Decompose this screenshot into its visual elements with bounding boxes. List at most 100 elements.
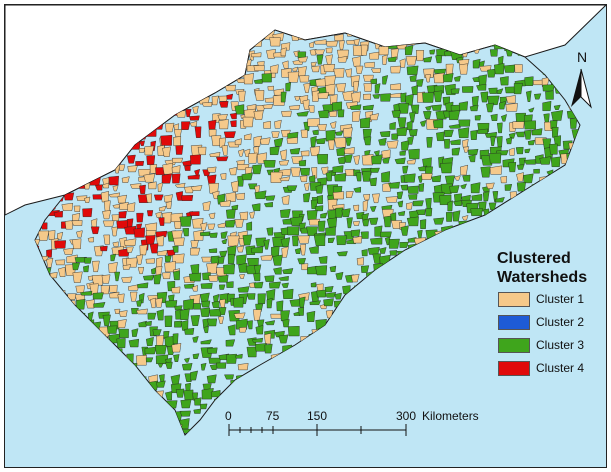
watershed-polygon <box>351 91 361 103</box>
watershed-polygon <box>341 208 351 218</box>
watershed-polygon <box>145 258 156 264</box>
watershed-polygon <box>292 66 298 72</box>
watershed-polygon <box>462 174 471 182</box>
watershed-polygon <box>118 248 130 257</box>
watershed-polygon <box>335 271 344 280</box>
watershed-polygon <box>157 182 164 192</box>
watershed-polygon <box>476 83 487 91</box>
watershed-polygon <box>534 93 542 100</box>
watershed-polygon <box>553 104 561 110</box>
watershed-polygon <box>241 172 253 181</box>
watershed-polygon <box>128 338 140 348</box>
watershed-polygon <box>251 203 261 212</box>
watershed-polygon <box>182 228 189 237</box>
watershed-polygon <box>533 168 540 174</box>
watershed-polygon <box>551 126 559 138</box>
watershed-polygon <box>433 72 445 84</box>
watershed-polygon <box>173 237 185 246</box>
legend-label: Cluster 2 <box>536 315 585 329</box>
watershed-polygon <box>402 165 409 174</box>
watershed-polygon <box>193 303 202 310</box>
watershed-polygon <box>263 120 271 129</box>
watershed-polygon <box>478 74 487 86</box>
watershed-polygon <box>183 357 190 363</box>
legend-title-line2: Watersheds <box>497 269 588 286</box>
watershed-polygon <box>463 146 470 153</box>
watershed-polygon <box>227 245 237 257</box>
watershed-polygon <box>90 226 100 235</box>
watershed-polygon <box>264 333 272 345</box>
watershed-polygon <box>374 83 381 94</box>
watershed-polygon <box>343 147 355 155</box>
watershed-polygon <box>181 195 194 201</box>
watershed-polygon <box>264 275 275 282</box>
watershed-polygon <box>83 265 90 273</box>
watershed-polygon <box>345 190 354 198</box>
watershed-polygon <box>500 176 507 184</box>
watershed-polygon <box>331 101 343 111</box>
watershed-polygon <box>310 282 317 288</box>
watershed-polygon <box>250 246 264 254</box>
watershed-polygon <box>489 152 502 164</box>
watershed-polygon <box>239 273 245 279</box>
watershed-polygon <box>336 235 348 246</box>
watershed-polygon <box>71 220 83 226</box>
watershed-polygon <box>325 40 338 47</box>
watershed-polygon <box>553 135 562 147</box>
watershed-polygon <box>199 231 211 237</box>
watershed-polygon <box>254 90 265 101</box>
watershed-polygon <box>389 238 400 249</box>
legend-title: Clustered Watersheds <box>497 249 606 287</box>
watershed-polygon <box>128 284 139 291</box>
watershed-polygon <box>165 201 172 209</box>
watershed-polygon <box>281 246 289 258</box>
watershed-polygon <box>445 212 453 222</box>
watershed-polygon <box>233 296 244 308</box>
watershed-polygon <box>226 281 234 288</box>
watershed-polygon <box>459 63 469 75</box>
watershed-polygon <box>313 234 326 246</box>
watershed-polygon <box>308 105 315 113</box>
watershed-polygon <box>489 49 498 57</box>
watershed-polygon <box>409 74 417 82</box>
watershed-polygon <box>221 238 228 244</box>
watershed-polygon <box>345 137 352 146</box>
watershed-polygon <box>524 76 534 86</box>
north-arrow-icon <box>571 68 592 109</box>
watershed-polygon <box>272 254 283 266</box>
watershed-polygon <box>144 320 152 326</box>
watershed-polygon <box>64 220 74 230</box>
watershed-polygon <box>367 246 380 255</box>
watershed-polygon <box>108 175 119 186</box>
watershed-polygon <box>114 308 121 314</box>
watershed-polygon <box>281 195 290 205</box>
watershed-polygon <box>253 78 264 84</box>
watershed-polygon <box>435 55 443 64</box>
watershed-polygon <box>35 239 41 245</box>
watershed-polygon <box>157 362 164 368</box>
watershed-polygon <box>163 194 173 203</box>
legend-swatch <box>498 314 530 330</box>
watershed-polygon <box>200 292 210 302</box>
watershed-polygon <box>118 328 129 338</box>
watershed-polygon <box>280 42 291 51</box>
watershed-polygon <box>499 76 509 86</box>
watershed-polygon <box>160 134 173 146</box>
watershed-polygon <box>528 107 535 113</box>
watershed-polygon <box>162 272 171 279</box>
watershed-polygon <box>233 312 246 319</box>
legend-label: Cluster 1 <box>536 292 585 306</box>
legend-title-line1: Clustered <box>497 250 571 267</box>
watershed-polygon <box>131 328 139 337</box>
scale-tick-75: 75 <box>266 409 280 423</box>
watershed-polygon <box>308 41 315 48</box>
watershed-polygon <box>92 292 104 300</box>
watershed-polygon <box>208 212 216 219</box>
watershed-polygon <box>359 117 371 129</box>
watershed-polygon <box>286 226 300 236</box>
watershed-polygon <box>324 292 337 298</box>
watershed-polygon <box>433 90 443 103</box>
watershed-polygon <box>189 154 201 165</box>
watershed-polygon <box>273 137 284 147</box>
watershed-polygon <box>269 37 281 47</box>
